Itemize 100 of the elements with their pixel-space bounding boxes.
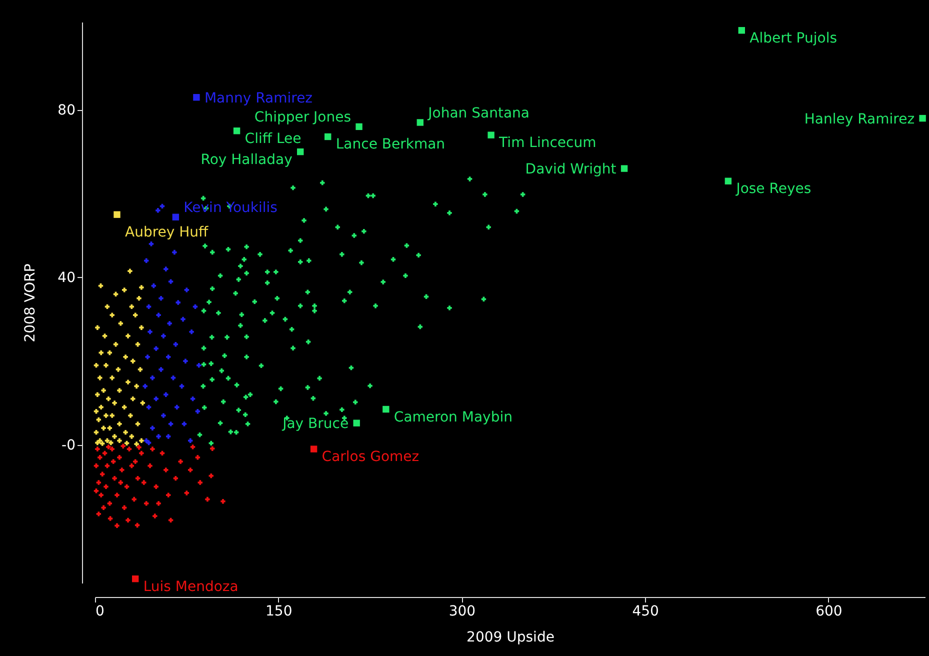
point xyxy=(95,446,100,452)
point xyxy=(101,426,106,430)
point xyxy=(104,413,108,418)
point xyxy=(195,409,200,414)
point xyxy=(122,505,127,510)
point xyxy=(210,446,215,451)
series-label: Cliff Lee xyxy=(244,130,302,147)
point xyxy=(100,441,105,446)
point xyxy=(158,296,164,301)
point xyxy=(96,480,102,485)
y-axis-title: 2008 VORP xyxy=(22,264,39,342)
series-label: Kevin Youkilis xyxy=(184,200,278,216)
point xyxy=(95,440,100,446)
point xyxy=(120,444,126,448)
series-label: David Wright xyxy=(525,162,617,178)
point xyxy=(95,392,100,397)
point xyxy=(150,426,155,430)
series-label: Chipper Jones xyxy=(254,110,352,126)
point xyxy=(126,334,130,338)
point xyxy=(353,420,360,426)
point xyxy=(154,484,158,490)
point xyxy=(101,388,106,393)
series-label: Manny Ramirez xyxy=(204,90,313,106)
point xyxy=(148,329,152,334)
point xyxy=(188,468,193,472)
point xyxy=(132,459,138,464)
point xyxy=(178,459,183,464)
point xyxy=(488,132,494,138)
point xyxy=(156,208,160,213)
point xyxy=(107,350,112,356)
point xyxy=(114,492,120,498)
point xyxy=(164,392,168,397)
point xyxy=(135,342,140,347)
point xyxy=(120,468,124,472)
point xyxy=(114,523,120,528)
point xyxy=(117,455,122,460)
point xyxy=(129,463,134,468)
point xyxy=(94,409,99,414)
series-label: Jay Bruce xyxy=(282,416,349,432)
point xyxy=(172,214,180,220)
series-label: Aubrey Huff xyxy=(125,224,209,241)
point xyxy=(184,288,190,292)
point xyxy=(724,178,732,184)
point xyxy=(96,512,102,516)
point xyxy=(98,455,102,460)
point xyxy=(126,446,132,452)
point xyxy=(150,376,155,380)
point xyxy=(132,496,136,502)
point xyxy=(110,312,114,318)
point xyxy=(122,288,127,292)
x-tick-label: 300 xyxy=(448,604,476,620)
point xyxy=(107,501,112,506)
point xyxy=(620,165,628,172)
point xyxy=(156,501,161,506)
series-label: Johan Santana xyxy=(427,105,530,122)
point xyxy=(136,445,142,450)
y-tick-label: 40 xyxy=(58,270,76,286)
point xyxy=(168,422,174,426)
x-tick-label: 600 xyxy=(816,604,842,620)
point xyxy=(98,376,102,380)
point xyxy=(112,400,117,406)
point xyxy=(117,438,122,443)
series-label: Carlos Gomez xyxy=(322,449,420,466)
series-label: Luis Mendoza xyxy=(143,578,238,595)
point xyxy=(107,426,112,430)
point xyxy=(144,501,149,506)
point xyxy=(139,438,144,443)
point xyxy=(220,499,226,504)
point xyxy=(140,400,146,406)
point xyxy=(168,279,174,284)
point xyxy=(98,350,104,356)
point xyxy=(113,292,118,296)
x-tick-label: 150 xyxy=(265,604,292,620)
point xyxy=(104,304,110,310)
point xyxy=(123,354,128,360)
point xyxy=(94,488,99,494)
point xyxy=(130,358,136,364)
point xyxy=(135,476,140,481)
point xyxy=(139,450,144,456)
point xyxy=(122,404,127,410)
point xyxy=(95,325,100,330)
point xyxy=(208,473,214,478)
point xyxy=(173,342,178,347)
point xyxy=(154,346,158,351)
point xyxy=(124,440,130,446)
point xyxy=(136,296,142,301)
x-tick-label: 450 xyxy=(632,604,659,620)
point xyxy=(139,285,144,290)
point xyxy=(142,480,146,485)
point xyxy=(161,413,166,418)
y-tick-label: 80 xyxy=(58,102,76,118)
point xyxy=(184,490,190,496)
point xyxy=(148,242,154,246)
y-tick-label: -0 xyxy=(62,437,76,454)
point xyxy=(117,388,122,393)
point xyxy=(195,455,200,460)
point xyxy=(164,468,168,472)
point xyxy=(176,300,180,305)
point xyxy=(166,354,171,360)
point xyxy=(158,367,164,372)
